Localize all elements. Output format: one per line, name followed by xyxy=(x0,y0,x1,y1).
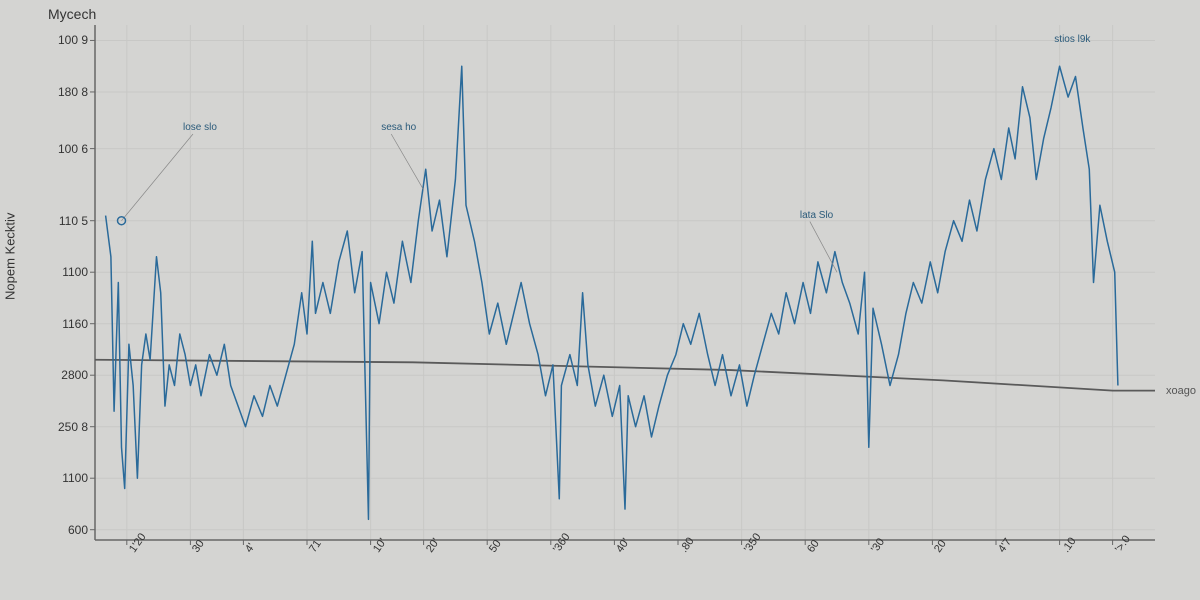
y-tick-label: 180 8 xyxy=(58,85,88,99)
chart-annotations xyxy=(118,134,838,272)
chart-plot xyxy=(0,0,1200,600)
y-tick-label: 110 5 xyxy=(59,214,88,228)
y-tick-label: 100 9 xyxy=(58,33,88,47)
chart-annotation: lata Slo xyxy=(800,210,833,221)
chart-annotation: sesa ho xyxy=(381,122,416,133)
y-tick-label: 250 8 xyxy=(58,420,88,434)
y-tick-label: 1160 xyxy=(62,317,88,331)
baseline-label: xoago xyxy=(1166,385,1196,397)
y-tick-label: 1100 xyxy=(62,265,88,279)
chart-annotation: lose slo xyxy=(183,122,217,133)
y-tick-label: 100 6 xyxy=(58,142,88,156)
y-tick-label: 600 xyxy=(68,523,88,537)
chart-grid xyxy=(95,25,1155,540)
chart-container: Mycech Nopem Kecktiv 100 9180 8100 6110 … xyxy=(0,0,1200,600)
price-series xyxy=(106,66,1118,519)
chart-annotation: stios l9k xyxy=(1054,34,1090,45)
y-tick-label: 1100 xyxy=(62,471,88,485)
y-tick-label: 2800 xyxy=(61,368,88,382)
